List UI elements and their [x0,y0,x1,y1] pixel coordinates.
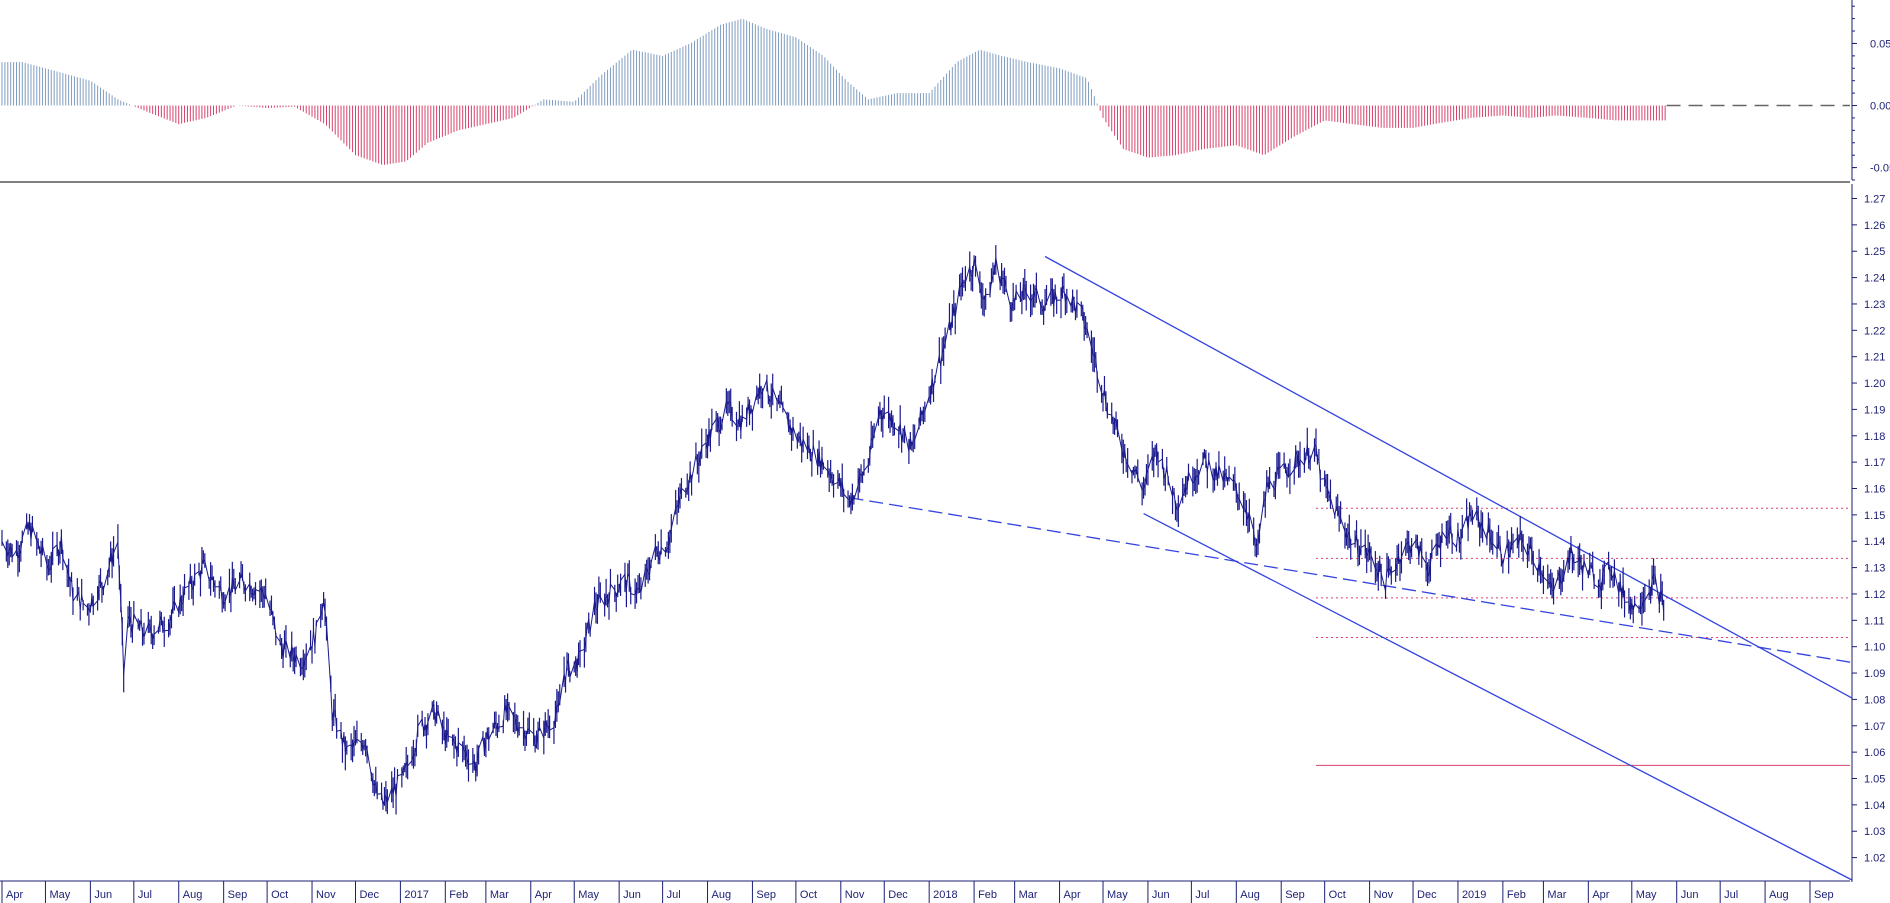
price-y-tick-label: 1.27 [1864,194,1885,206]
oscillator-y-tick-label: -0.05 [1870,163,1890,175]
price-y-tick-label: 1.13 [1864,563,1885,575]
price-y-tick-label: 1.15 [1864,510,1885,522]
x-tick-label: Apr [6,889,23,901]
x-tick-label: Nov [1374,889,1394,901]
x-tick-label: Feb [978,889,997,901]
oscillator-y-tick-label: 0.00 [1870,101,1890,113]
price-y-tick-label: 1.17 [1864,457,1885,469]
trend-line [1044,255,1853,699]
x-tick-label: Sep [1285,889,1305,901]
price-y-tick-label: 1.24 [1864,273,1885,285]
x-tick-label: Oct [800,889,817,901]
price-y-tick-label: 1.16 [1864,484,1885,496]
x-tick-label: Aug [183,889,203,901]
x-tick-label: Nov [316,889,336,901]
x-tick-label: 2018 [933,889,957,901]
x-tick-label: May [1636,889,1657,901]
price-y-tick-label: 1.22 [1864,325,1885,337]
x-tick-label: 2019 [1462,889,1486,901]
x-tick-label: Nov [845,889,865,901]
x-tick-label: Jun [1681,889,1699,901]
price-y-tick-label: 1.19 [1864,404,1885,416]
x-tick-label: Apr [1064,889,1081,901]
x-tick-label: Oct [1329,889,1346,901]
price-y-tick-label: 1.21 [1864,352,1885,364]
x-tick-label: Feb [449,889,468,901]
x-tick-label: Jun [94,889,112,901]
x-tick-label: Jul [1724,889,1738,901]
x-tick-label: Mar [490,889,509,901]
date-x-axis: Apr May Jun Jul Aug Sep Oct Nov Dec 2017 Feb Mar Apr… [0,880,1850,903]
x-tick-label: Jul [1195,889,1209,901]
x-tick-label: Sep [228,889,248,901]
price-y-tick-label: 1.10 [1864,642,1885,654]
x-tick-label: May [1107,889,1128,901]
price-y-tick-label: 1.14 [1864,536,1885,548]
trend-line [1143,512,1853,881]
price-y-tick-label: 1.05 [1864,774,1885,786]
x-tick-label: Dec [1417,889,1437,901]
x-tick-label: Aug [712,889,732,901]
price-y-axis: 1.27 1.26 1.25 1.24 1.23 1.22 1.21 1.20 1.19 1.18… [1851,184,1885,882]
x-tick-label: Jul [138,889,152,901]
x-tick-label: Sep [756,889,776,901]
x-tick-label: Apr [1592,889,1609,901]
price-panel [1,245,1853,881]
price-y-tick-label: 1.09 [1864,668,1885,680]
x-tick-label: Jun [1152,889,1170,901]
x-tick-label: Dec [888,889,908,901]
price-y-tick-label: 1.03 [1864,826,1885,838]
x-tick-label: Feb [1507,889,1526,901]
price-y-tick-label: 1.07 [1864,721,1885,733]
x-tick-label: 2017 [404,889,428,901]
x-tick-label: Oct [271,889,288,901]
oscillator-y-axis: 0.05 0.00 -0.05 [1851,0,1890,181]
x-tick-label: Sep [1814,889,1834,901]
x-tick-label: May [49,889,70,901]
trend-line-dashed [849,497,1853,664]
price-y-tick-label: 1.25 [1864,246,1885,258]
price-y-tick-label: 1.26 [1864,220,1885,232]
x-tick-label: Jun [623,889,641,901]
price-y-tick-label: 1.06 [1864,747,1885,759]
oscillator-y-tick-label: 0.05 [1870,38,1890,50]
x-tick-label: Jul [667,889,681,901]
price-y-tick-label: 1.08 [1864,694,1885,706]
price-y-tick-label: 1.02 [1864,853,1885,865]
price-line [1,257,1665,806]
x-tick-label: May [578,889,599,901]
x-tick-label: Aug [1240,889,1260,901]
price-y-tick-label: 1.11 [1864,615,1885,627]
x-tick-label: Aug [1769,889,1789,901]
x-tick-label: Dec [359,889,379,901]
x-tick-label: Mar [1547,889,1566,901]
price-y-tick-label: 1.18 [1864,431,1885,443]
oscillator-panel [1,19,1850,165]
price-y-tick-label: 1.23 [1864,299,1885,311]
price-y-tick-label: 1.04 [1864,800,1885,812]
x-tick-label: Mar [1019,889,1038,901]
x-tick-label: Apr [535,889,552,901]
price-y-tick-label: 1.20 [1864,378,1885,390]
price-y-tick-label: 1.12 [1864,589,1885,601]
